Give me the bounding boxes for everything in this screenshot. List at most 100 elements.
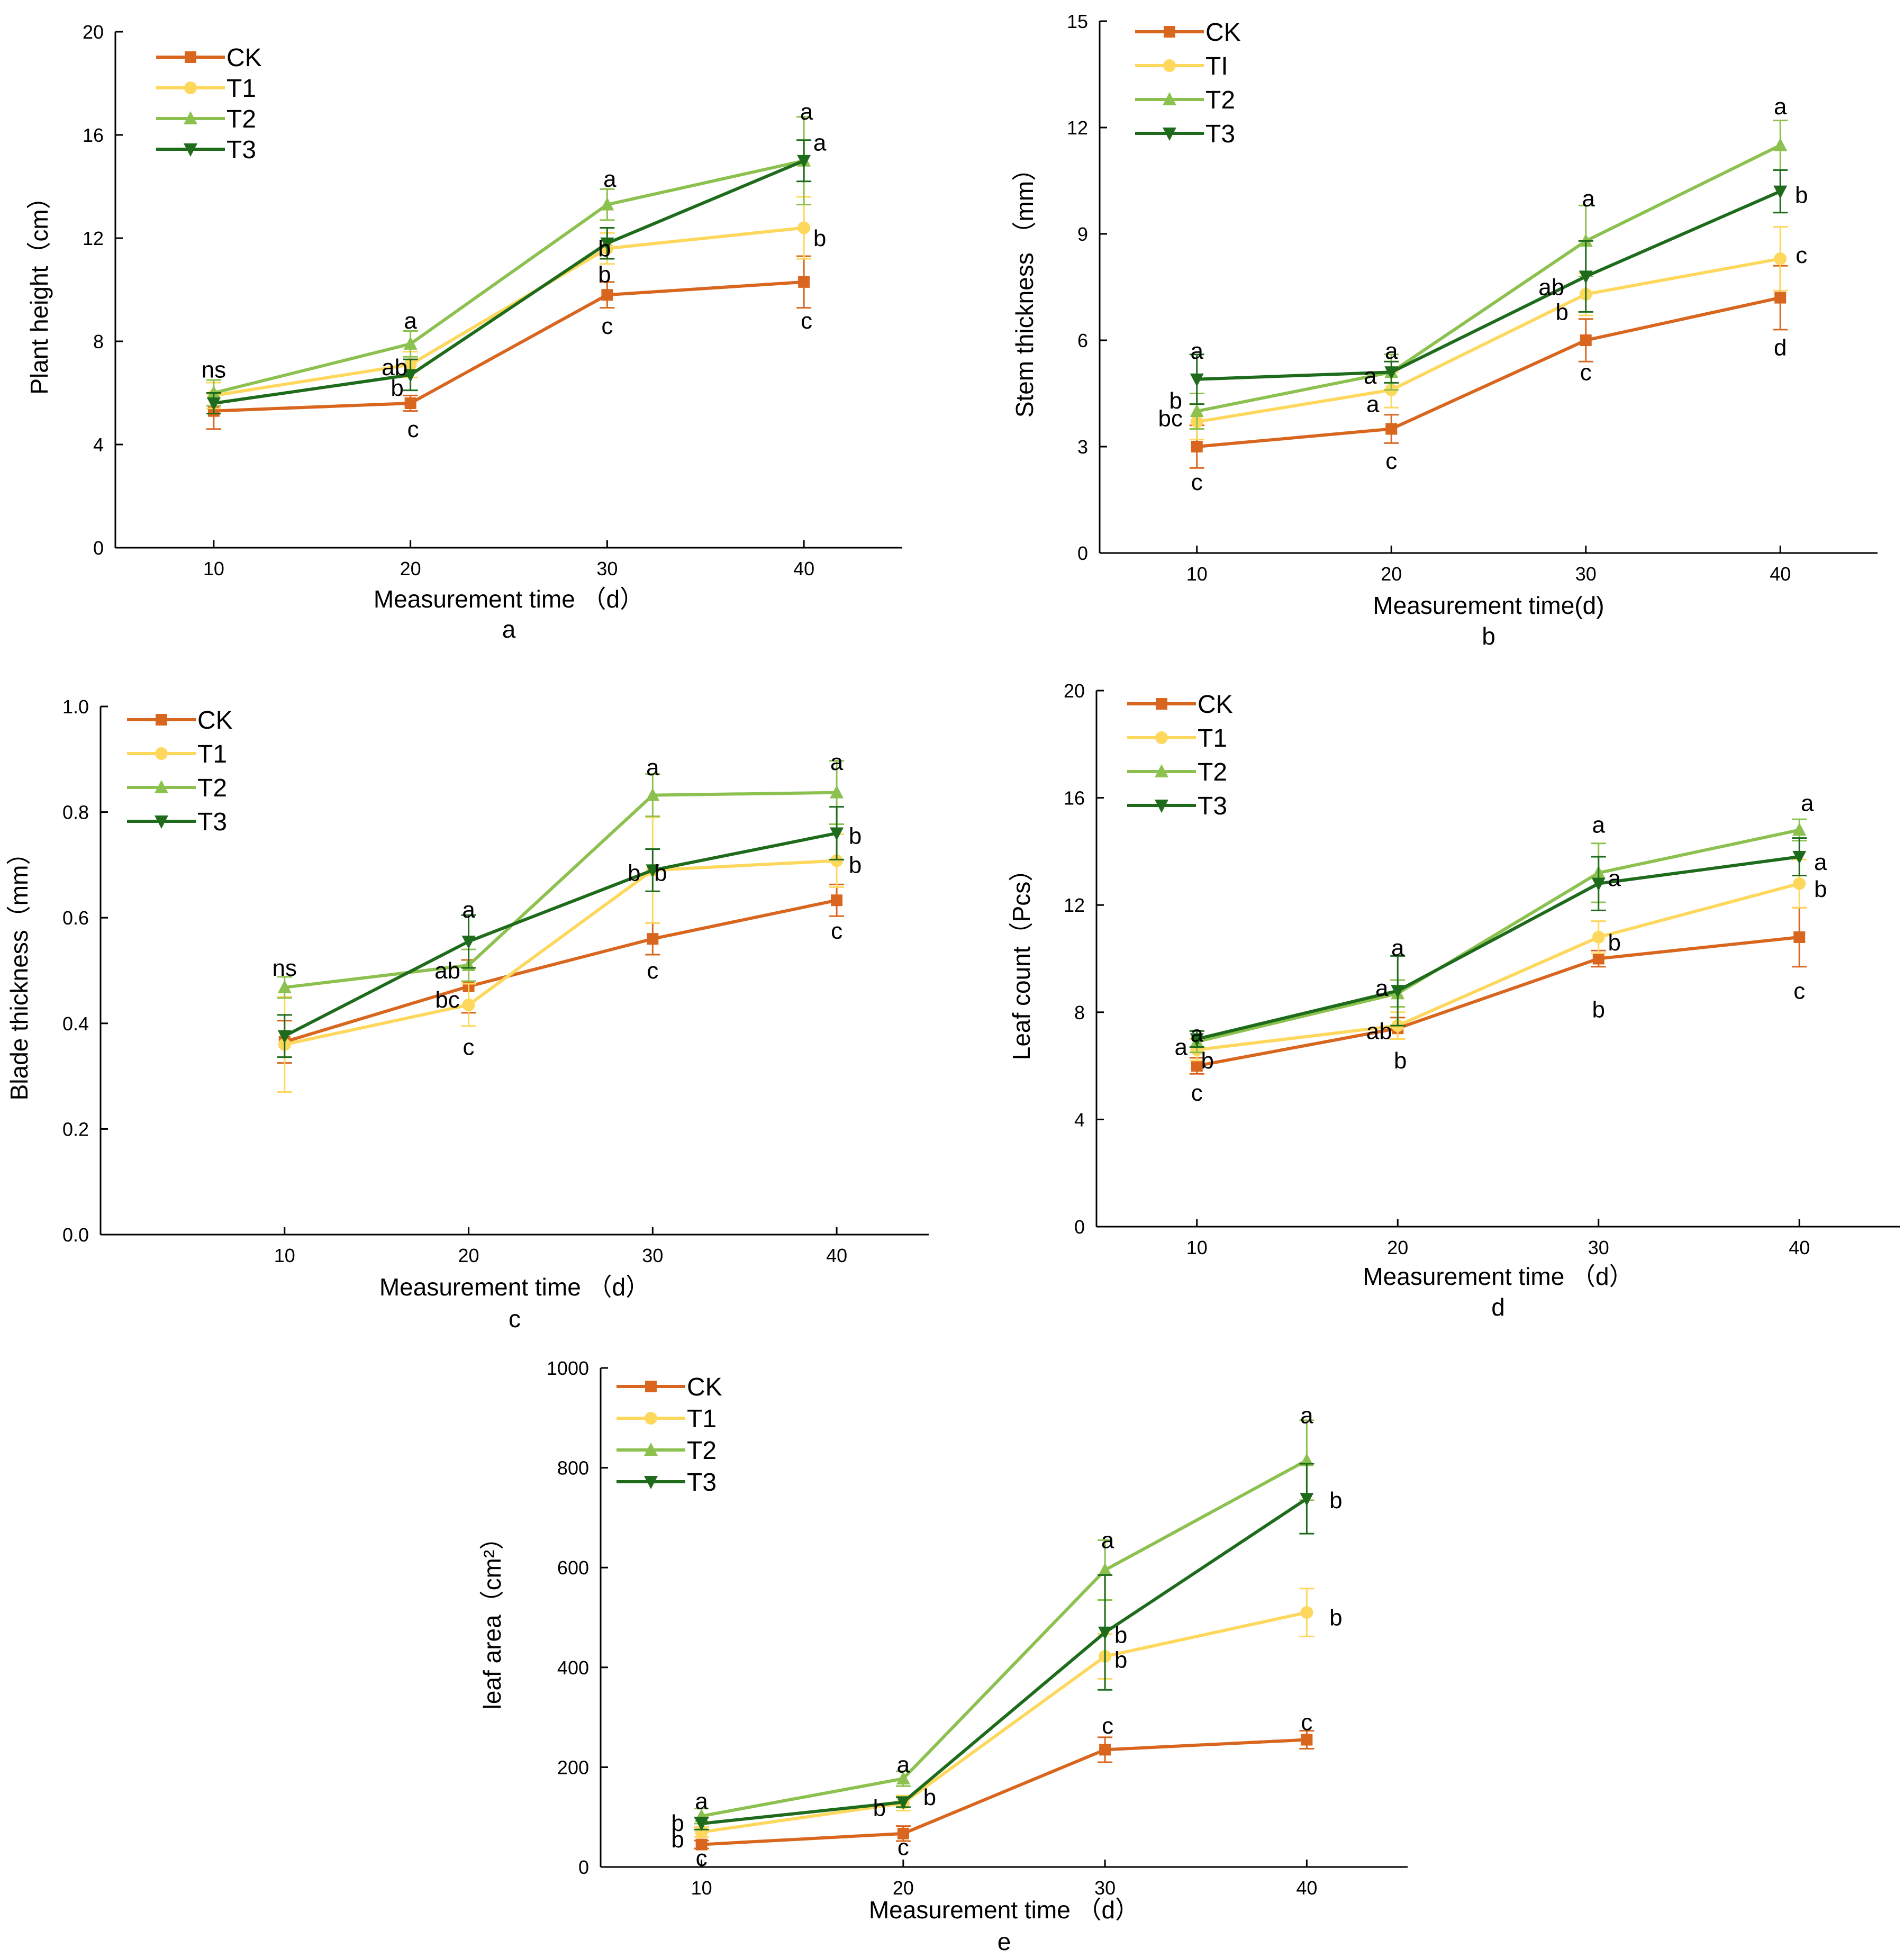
- legend-item-CK: CK: [127, 706, 233, 735]
- y-tick-label: 0: [93, 537, 104, 559]
- marker-circle: [184, 81, 197, 94]
- legend-label: T2: [197, 774, 227, 802]
- y-tick-label: 0.6: [62, 907, 89, 929]
- marker-triangle-up: [600, 197, 614, 211]
- y-axis-title: Leaf count（Pcs）: [1008, 857, 1035, 1060]
- significance-label: ns: [202, 357, 226, 383]
- series-CK: [1189, 907, 1807, 1075]
- marker-square: [404, 397, 416, 409]
- marker-triangle-down: [1155, 800, 1168, 813]
- marker-square: [1301, 1734, 1313, 1746]
- series-T3: [1189, 169, 1788, 405]
- x-tick-label: 40: [793, 558, 814, 579]
- marker-triangle-up: [1792, 822, 1807, 836]
- series-line: [1196, 828, 1800, 1044]
- significance-label: b: [391, 375, 403, 401]
- marker-triangle-down: [1190, 1033, 1204, 1047]
- marker-square: [1156, 698, 1167, 710]
- y-axis-title: Plant height（cm）: [25, 185, 53, 394]
- significance-label: c: [407, 416, 419, 442]
- marker-triangle-up: [896, 1771, 910, 1785]
- y-tick-label: 15: [1067, 11, 1088, 32]
- y-tick-label: 20: [83, 21, 104, 43]
- panel-label: b: [1482, 622, 1495, 650]
- legend-item-T2: T2: [1127, 758, 1227, 786]
- significance-label: b: [849, 852, 862, 878]
- legend-item-T1: T1: [127, 740, 227, 768]
- marker-triangle-down: [646, 864, 660, 878]
- x-axis-title: Measurement time （d）: [374, 585, 644, 613]
- significance-label: c: [1580, 359, 1592, 385]
- significance-label: a: [1366, 392, 1380, 418]
- x-tick-label: 10: [1186, 563, 1208, 585]
- series-T2: [694, 1419, 1314, 1825]
- legend-label: CK: [226, 44, 262, 72]
- y-tick-label: 1000: [547, 1357, 589, 1379]
- x-tick-label: 10: [1186, 1237, 1208, 1258]
- series-CK: [206, 255, 812, 430]
- marker-triangle-down: [1792, 851, 1807, 865]
- legend-item-CK: CK: [1127, 691, 1233, 719]
- significance-label: c: [1102, 1713, 1113, 1739]
- marker-triangle-up: [277, 980, 292, 993]
- marker-triangle-down: [1773, 185, 1788, 199]
- legend-label: CK: [1198, 691, 1233, 719]
- marker-triangle-down: [830, 827, 844, 841]
- panel-label: d: [1491, 1293, 1505, 1321]
- series-line: [1196, 296, 1781, 448]
- significance-label: a: [830, 749, 844, 775]
- marker-triangle-down: [896, 1796, 910, 1810]
- y-tick-label: 0.0: [62, 1224, 89, 1246]
- marker-triangle-up: [1098, 1562, 1112, 1576]
- legend-item-T3: T3: [127, 808, 227, 836]
- series-CK: [694, 1730, 1314, 1851]
- chart-panel-c: 0.0 0.2 0.4 0.6 0.8 1.0 10 20 30 40 Measurement ti…: [5, 696, 929, 1332]
- legend-item-T3: T3: [1135, 120, 1235, 148]
- legend-item-T3: T3: [156, 136, 256, 164]
- marker-triangle-up: [646, 787, 660, 801]
- x-axis-title: Measurement time （d）: [1363, 1263, 1633, 1290]
- marker-triangle-down: [184, 143, 197, 157]
- marker-circle: [645, 1412, 657, 1425]
- significance-label: a: [1375, 975, 1389, 1001]
- marker-triangle-up: [1190, 404, 1204, 417]
- marker-square: [695, 1838, 708, 1851]
- marker-circle: [155, 747, 168, 760]
- marker-triangle-down: [461, 936, 476, 949]
- series-line: [284, 899, 837, 1044]
- significance-label: a: [1814, 849, 1827, 875]
- marker-triangle-down: [1579, 270, 1593, 284]
- y-tick-label: 800: [557, 1457, 589, 1479]
- y-tick-label: 4: [93, 434, 104, 456]
- marker-triangle-down: [694, 1817, 709, 1831]
- significance-label: a: [800, 99, 813, 125]
- marker-square: [1774, 292, 1787, 304]
- y-tick-label: 0: [1074, 1216, 1085, 1238]
- significance-label: c: [897, 1834, 909, 1860]
- legend-label: T1: [197, 740, 227, 768]
- series-T1: [1189, 226, 1788, 441]
- y-tick-label: 20: [1064, 680, 1085, 702]
- x-tick-label: 40: [1296, 1877, 1317, 1899]
- series-line: [701, 1738, 1307, 1846]
- significance-label: a: [1592, 812, 1606, 838]
- significance-label: a: [1582, 186, 1595, 212]
- significance-label: a: [462, 897, 475, 923]
- y-axis-title: Blade thickness（mm）: [5, 841, 33, 1101]
- significance-label: ab: [434, 958, 460, 984]
- significance-label: b: [1814, 876, 1827, 902]
- marker-triangle-down: [403, 369, 418, 383]
- significance-label: a: [1801, 791, 1814, 817]
- legend: CK T1 T2 T3: [1127, 691, 1233, 820]
- marker-square: [831, 894, 843, 907]
- significance-label: a: [813, 130, 827, 156]
- y-tick-label: 8: [1074, 1002, 1085, 1023]
- y-tick-label: 16: [1064, 787, 1085, 809]
- x-tick-label: 40: [826, 1245, 847, 1266]
- significance-label: b: [1795, 182, 1808, 208]
- x-tick-label: 20: [1381, 563, 1402, 585]
- series-line: [701, 1458, 1308, 1818]
- marker-triangle-up: [155, 780, 168, 793]
- marker-circle: [462, 998, 475, 1011]
